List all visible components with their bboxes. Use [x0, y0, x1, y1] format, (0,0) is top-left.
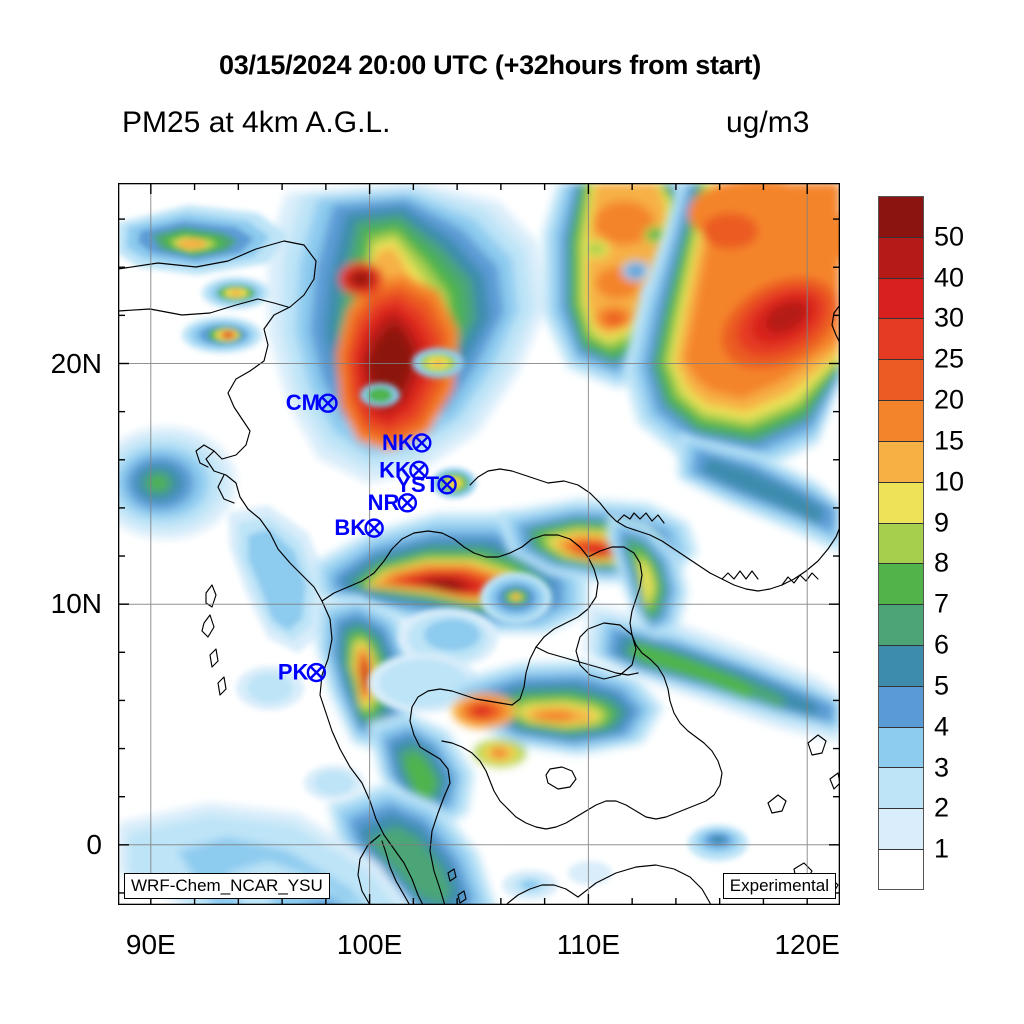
station-label: NK	[382, 430, 414, 455]
colorbar-band	[878, 481, 924, 523]
station-cross-icon	[367, 521, 382, 536]
colorbar-tick-label: 2	[934, 792, 950, 823]
colorbar-band	[878, 849, 924, 890]
x-tick-label: 120E	[774, 929, 840, 960]
colorbar-band	[878, 808, 924, 849]
colorbar-band	[878, 604, 924, 645]
colorbar-tick-label: 3	[934, 752, 950, 783]
model-label-box: WRF-Chem_NCAR_YSU	[124, 873, 330, 899]
station-cross-icon	[411, 463, 426, 478]
colorbar-band	[878, 400, 924, 441]
colorbar-tick-label: 5	[934, 670, 950, 701]
variable-label: PM25 at 4km A.G.L.	[122, 106, 391, 139]
colorbar-tick-label: 9	[934, 507, 950, 538]
colorbar-tick-label: 30	[934, 302, 965, 333]
graticule	[118, 183, 840, 905]
station-label: PK	[278, 660, 309, 685]
x-tick-label: 100E	[336, 929, 403, 960]
colorbar-band	[878, 685, 924, 727]
station-cross-icon	[320, 396, 335, 411]
colorbar-tick-label: 8	[934, 547, 950, 578]
station-marker-cm: CM	[286, 390, 338, 415]
colorbar-tick-label: 10	[934, 466, 965, 497]
colorbar-band	[878, 563, 924, 605]
station-circle-icon	[409, 460, 429, 481]
station-circle-icon	[437, 475, 457, 495]
y-tick-label: 10N	[50, 588, 102, 620]
station-marker-nk: NK	[382, 430, 432, 455]
coastlines-layer	[118, 240, 840, 905]
x-tick-label: 90E	[125, 929, 176, 960]
units-label: ug/m3	[726, 106, 810, 139]
colorbar-band	[878, 522, 924, 564]
x-tick-label: 110E	[556, 929, 621, 960]
colorbar-band	[878, 236, 924, 278]
page-title: 03/15/2024 20:00 UTC (+32hours from star…	[219, 50, 761, 80]
station-label: NR	[368, 490, 400, 515]
y-tick-label: 20N	[50, 347, 102, 379]
colorbar-band	[878, 440, 924, 482]
station-cross-icon	[400, 495, 415, 510]
colorbar-band	[878, 318, 924, 360]
colorbar-tick-label: 4	[934, 711, 950, 742]
station-marker-pk: PK	[278, 660, 327, 685]
colorbar-band	[878, 277, 924, 319]
colorbar-band	[878, 767, 924, 809]
colorbar-tick-label: 25	[934, 343, 965, 374]
colorbar-tick-label: 20	[934, 384, 965, 415]
colorbar-tick-label: 50	[934, 221, 965, 252]
colorbar	[878, 196, 924, 890]
y-tick-label: 0	[86, 828, 102, 860]
station-label: CM	[286, 390, 320, 415]
station-cross-icon	[440, 477, 455, 492]
station-circle-icon	[306, 662, 327, 683]
station-circle-icon	[397, 493, 418, 513]
colorbar-tick-label: 40	[934, 262, 965, 293]
colorbar-band	[878, 359, 924, 401]
station-cross-icon	[414, 435, 429, 450]
station-label: BK	[334, 515, 366, 540]
station-marker-kk: KK	[379, 457, 429, 482]
station-marker-yst: YST	[396, 472, 457, 497]
map-plot-area: CM NK KK YST NR BK PK WRF-Chem_NCAR_YSU Experi…	[118, 183, 840, 905]
station-circle-icon	[412, 433, 432, 453]
station-circle-icon	[318, 393, 338, 413]
station-marker-nr: NR	[368, 490, 418, 515]
station-marker-bk: BK	[334, 515, 384, 540]
colorbar-tick-label: 7	[934, 588, 950, 619]
colorbar-tick-label: 6	[934, 629, 950, 660]
station-label: YST	[396, 472, 439, 497]
station-label: KK	[379, 457, 411, 482]
station-cross-icon	[309, 665, 324, 680]
colorbar-band	[878, 196, 924, 237]
experimental-label-box: Experimental	[722, 873, 836, 899]
colorbar-tick-label: 1	[934, 833, 950, 864]
colorbar-band	[878, 644, 924, 686]
colorbar-tick-label: 15	[934, 425, 965, 456]
axis-ticks	[118, 183, 840, 905]
plot-frame	[118, 183, 840, 905]
station-circle-icon	[364, 518, 384, 538]
colorbar-band	[878, 726, 924, 768]
